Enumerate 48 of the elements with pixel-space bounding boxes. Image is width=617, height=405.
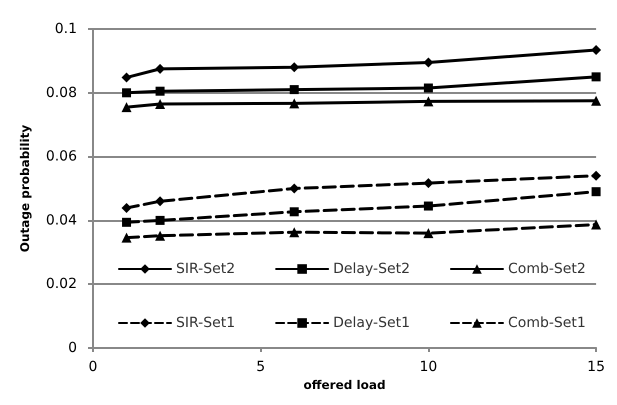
point [423, 178, 434, 188]
point [122, 218, 132, 227]
point [591, 220, 602, 230]
point [289, 98, 300, 108]
x-tick-label: 0 [88, 359, 98, 375]
point [155, 196, 166, 206]
x-tick-label: 15 [587, 359, 606, 375]
legend-label: SIR-Set2 [176, 261, 236, 277]
point [423, 57, 434, 68]
x-axis-title: offered load [304, 378, 386, 392]
point [156, 216, 165, 225]
point [424, 202, 433, 211]
legend-label: Delay-Set1 [333, 315, 410, 331]
point [290, 207, 299, 216]
y-tick-label: 0.04 [46, 212, 78, 228]
point [122, 102, 132, 112]
point [155, 230, 166, 241]
y-tick-label: 0 [68, 340, 77, 356]
legend-label: Comb-Set2 [508, 261, 586, 277]
point [156, 86, 165, 96]
legend-label: Comb-Set1 [508, 315, 586, 331]
point [155, 98, 166, 109]
point [122, 72, 132, 82]
point [289, 227, 300, 238]
y-tick-label: 0.08 [46, 84, 77, 101]
point [289, 184, 300, 194]
point [122, 88, 132, 98]
y-tick-label: 0.06 [46, 148, 78, 165]
y-tick-label: 0.02 [46, 276, 77, 292]
point [122, 202, 132, 213]
point [423, 228, 434, 238]
point [424, 84, 433, 93]
point [423, 96, 434, 106]
point [155, 64, 166, 74]
point [591, 96, 602, 106]
y-axis-title: Outage probability [18, 124, 32, 252]
legend-label: SIR-Set1 [176, 315, 236, 331]
point [122, 232, 132, 243]
point [592, 72, 601, 82]
legend-label: Delay-Set2 [333, 261, 410, 277]
point [591, 45, 602, 56]
x-tick-label: 5 [256, 359, 266, 375]
point [591, 170, 602, 181]
point [289, 62, 300, 72]
point [592, 187, 601, 196]
x-tick-label: 10 [419, 359, 438, 375]
y-tick-label: 0.1 [54, 21, 77, 37]
point [290, 85, 299, 94]
